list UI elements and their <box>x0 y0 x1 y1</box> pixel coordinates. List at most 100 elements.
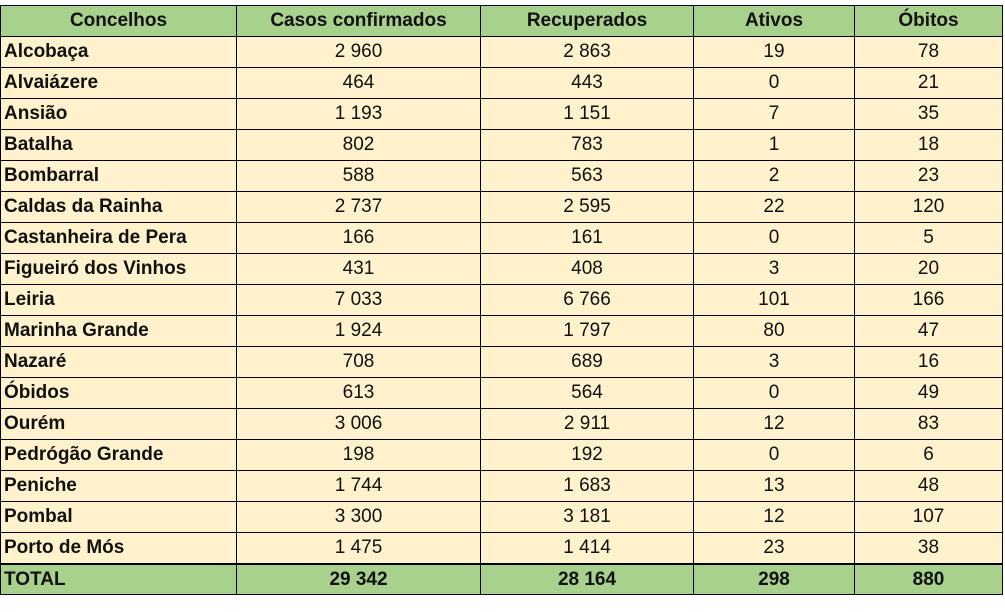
recuperados-cell: 443 <box>480 67 694 99</box>
casos-confirmados-cell: 802 <box>236 129 481 161</box>
obitos-cell: 20 <box>854 253 1003 285</box>
total-label: TOTAL <box>0 563 237 595</box>
obitos-cell: 78 <box>854 36 1003 68</box>
total-obitos: 880 <box>854 563 1003 595</box>
concelho-cell: Castanheira de Pera <box>0 222 237 254</box>
concelho-cell: Alvaiázere <box>0 67 237 99</box>
table-row: Batalha 802 783 1 18 <box>0 129 1003 161</box>
obitos-cell: 83 <box>854 408 1003 440</box>
concelho-cell: Pedrógão Grande <box>0 439 237 471</box>
obitos-cell: 49 <box>854 377 1003 409</box>
casos-confirmados-cell: 2 960 <box>236 36 481 68</box>
obitos-cell: 21 <box>854 67 1003 99</box>
obitos-cell: 5 <box>854 222 1003 254</box>
recuperados-cell: 689 <box>480 346 694 378</box>
ativos-cell: 3 <box>693 346 855 378</box>
concelho-cell: Bombarral <box>0 160 237 192</box>
ativos-cell: 0 <box>693 222 855 254</box>
obitos-cell: 120 <box>854 191 1003 223</box>
table-row: Alcobaça 2 960 2 863 19 78 <box>0 36 1003 68</box>
ativos-cell: 1 <box>693 129 855 161</box>
casos-confirmados-cell: 464 <box>236 67 481 99</box>
casos-confirmados-cell: 1 193 <box>236 98 481 130</box>
recuperados-cell: 783 <box>480 129 694 161</box>
ativos-cell: 12 <box>693 501 855 533</box>
ativos-cell: 80 <box>693 315 855 347</box>
casos-confirmados-cell: 431 <box>236 253 481 285</box>
total-recuperados: 28 164 <box>480 563 694 595</box>
recuperados-cell: 2 911 <box>480 408 694 440</box>
recuperados-cell: 564 <box>480 377 694 409</box>
casos-confirmados-cell: 1 744 <box>236 470 481 502</box>
obitos-cell: 107 <box>854 501 1003 533</box>
table-row: Ourém 3 006 2 911 12 83 <box>0 408 1003 440</box>
table-row: Pedrógão Grande 198 192 0 6 <box>0 439 1003 471</box>
table-row: Bombarral 588 563 2 23 <box>0 160 1003 192</box>
obitos-cell: 18 <box>854 129 1003 161</box>
table-row: Leiria 7 033 6 766 101 166 <box>0 284 1003 316</box>
obitos-cell: 38 <box>854 532 1003 565</box>
table-row: Peniche 1 744 1 683 13 48 <box>0 470 1003 502</box>
column-header-obitos: Óbitos <box>854 5 1003 37</box>
concelho-cell: Ourém <box>0 408 237 440</box>
concelho-cell: Ansião <box>0 98 237 130</box>
obitos-cell: 6 <box>854 439 1003 471</box>
recuperados-cell: 1 151 <box>480 98 694 130</box>
casos-confirmados-cell: 166 <box>236 222 481 254</box>
ativos-cell: 7 <box>693 98 855 130</box>
obitos-cell: 16 <box>854 346 1003 378</box>
casos-confirmados-cell: 2 737 <box>236 191 481 223</box>
ativos-cell: 23 <box>693 532 855 565</box>
obitos-cell: 35 <box>854 98 1003 130</box>
ativos-cell: 3 <box>693 253 855 285</box>
recuperados-cell: 1 797 <box>480 315 694 347</box>
casos-confirmados-cell: 3 006 <box>236 408 481 440</box>
recuperados-cell: 3 181 <box>480 501 694 533</box>
ativos-cell: 0 <box>693 67 855 99</box>
concelho-cell: Óbidos <box>0 377 237 409</box>
ativos-cell: 2 <box>693 160 855 192</box>
recuperados-cell: 2 863 <box>480 36 694 68</box>
concelho-cell: Alcobaça <box>0 36 237 68</box>
ativos-cell: 22 <box>693 191 855 223</box>
recuperados-cell: 192 <box>480 439 694 471</box>
concelho-cell: Marinha Grande <box>0 315 237 347</box>
table-row: Óbidos 613 564 0 49 <box>0 377 1003 409</box>
ativos-cell: 13 <box>693 470 855 502</box>
concelho-cell: Porto de Mós <box>0 532 237 565</box>
column-header-concelhos: Concelhos <box>0 5 237 37</box>
casos-confirmados-cell: 198 <box>236 439 481 471</box>
obitos-cell: 48 <box>854 470 1003 502</box>
recuperados-cell: 161 <box>480 222 694 254</box>
concelho-cell: Pombal <box>0 501 237 533</box>
covid-table: Concelhos Casos confirmados Recuperados … <box>0 5 1003 595</box>
obitos-cell: 23 <box>854 160 1003 192</box>
concelho-cell: Peniche <box>0 470 237 502</box>
casos-confirmados-cell: 7 033 <box>236 284 481 316</box>
column-header-recuperados: Recuperados <box>480 5 694 37</box>
column-header-casos-confirmados: Casos confirmados <box>236 5 481 37</box>
concelho-cell: Caldas da Rainha <box>0 191 237 223</box>
casos-confirmados-cell: 708 <box>236 346 481 378</box>
table-row: Marinha Grande 1 924 1 797 80 47 <box>0 315 1003 347</box>
concelho-cell: Batalha <box>0 129 237 161</box>
casos-confirmados-cell: 3 300 <box>236 501 481 533</box>
table-body: Alcobaça 2 960 2 863 19 78 Alvaiázere 464 443 0 2… <box>0 36 1003 565</box>
recuperados-cell: 6 766 <box>480 284 694 316</box>
concelho-cell: Nazaré <box>0 346 237 378</box>
total-casos-confirmados: 29 342 <box>236 563 481 595</box>
ativos-cell: 101 <box>693 284 855 316</box>
obitos-cell: 166 <box>854 284 1003 316</box>
table-row: Nazaré 708 689 3 16 <box>0 346 1003 378</box>
header-row: Concelhos Casos confirmados Recuperados … <box>0 5 1003 37</box>
total-row: TOTAL 29 342 28 164 298 880 <box>0 563 1003 595</box>
table-row: Caldas da Rainha 2 737 2 595 22 120 <box>0 191 1003 223</box>
concelho-cell: Leiria <box>0 284 237 316</box>
column-header-ativos: Ativos <box>693 5 855 37</box>
recuperados-cell: 2 595 <box>480 191 694 223</box>
table-row: Pombal 3 300 3 181 12 107 <box>0 501 1003 533</box>
ativos-cell: 0 <box>693 439 855 471</box>
recuperados-cell: 1 683 <box>480 470 694 502</box>
table-row: Ansião 1 193 1 151 7 35 <box>0 98 1003 130</box>
table-row: Castanheira de Pera 166 161 0 5 <box>0 222 1003 254</box>
